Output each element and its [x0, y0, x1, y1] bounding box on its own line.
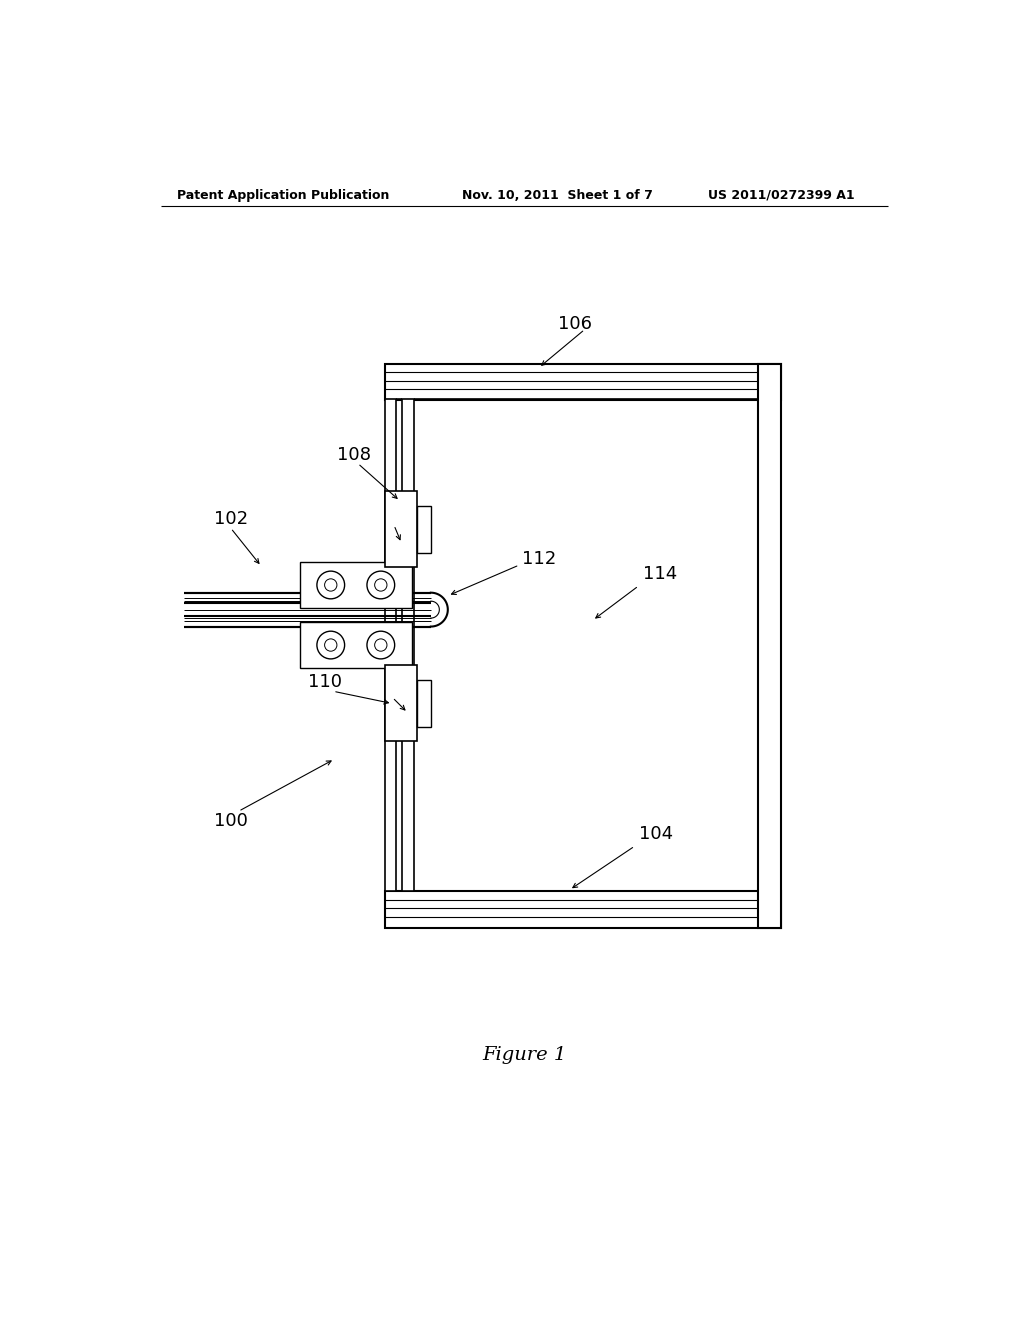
Text: 102: 102 [214, 510, 248, 528]
Circle shape [316, 631, 345, 659]
Text: Patent Application Publication: Patent Application Publication [177, 189, 389, 202]
Text: US 2011/0272399 A1: US 2011/0272399 A1 [708, 189, 855, 202]
Bar [306, 627, 356, 664]
Text: Nov. 10, 2011  Sheet 1 of 7: Nov. 10, 2011 Sheet 1 of 7 [462, 189, 652, 202]
Bar [385, 364, 781, 400]
Bar [417, 681, 431, 726]
Bar [385, 399, 396, 891]
Circle shape [316, 572, 345, 599]
Text: 108: 108 [337, 446, 371, 463]
Bar [417, 507, 431, 553]
Bar [758, 364, 781, 928]
Bar [306, 566, 356, 603]
Text: 112: 112 [521, 550, 556, 568]
Circle shape [367, 631, 394, 659]
Bar [300, 622, 412, 668]
Bar [402, 399, 414, 891]
Bar [385, 665, 417, 741]
Bar [385, 491, 417, 566]
Bar [300, 562, 412, 609]
Text: Figure 1: Figure 1 [482, 1047, 567, 1064]
Text: 104: 104 [639, 825, 673, 843]
Circle shape [375, 639, 387, 651]
Text: 114: 114 [643, 565, 677, 583]
Circle shape [375, 578, 387, 591]
Text: 110: 110 [307, 673, 342, 690]
Bar [356, 566, 407, 603]
Text: 100: 100 [214, 812, 248, 829]
Circle shape [367, 572, 394, 599]
Circle shape [325, 578, 337, 591]
Text: 106: 106 [558, 315, 592, 333]
Circle shape [325, 639, 337, 651]
Bar [356, 627, 407, 664]
Bar [385, 891, 781, 928]
